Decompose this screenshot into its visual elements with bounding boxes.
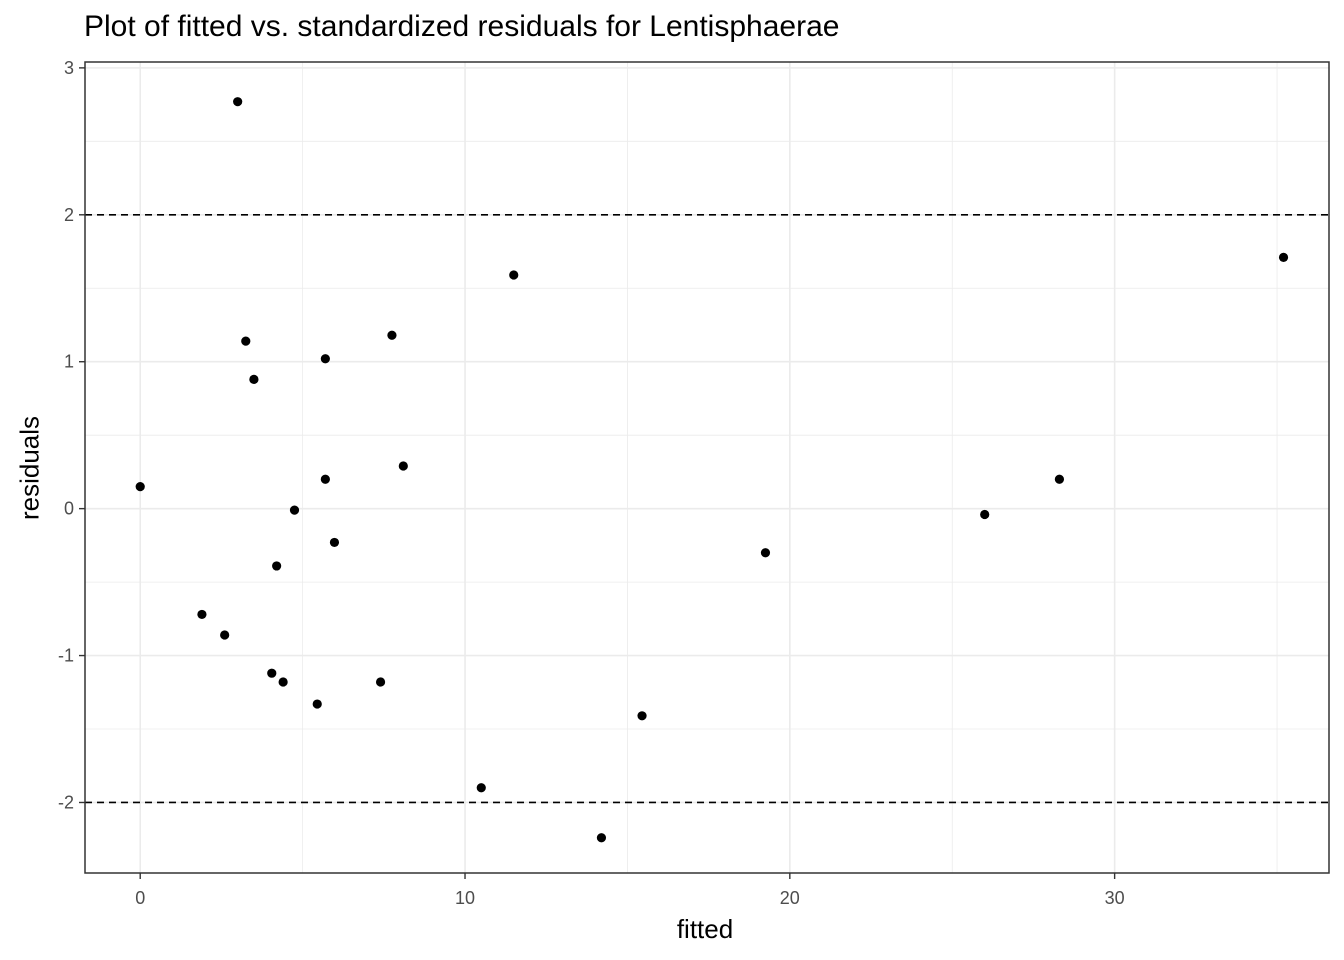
data-point — [320, 474, 330, 484]
x-axis-label: fitted — [676, 914, 734, 944]
y-tick-label: -2 — [58, 792, 74, 812]
data-point — [596, 833, 607, 843]
data-point — [1054, 474, 1065, 484]
data-point — [637, 711, 647, 721]
data-point — [476, 783, 486, 793]
data-point — [980, 509, 990, 520]
y-tick-label: 2 — [64, 205, 74, 225]
data-point — [329, 537, 340, 548]
data-point — [509, 270, 519, 280]
y-tick-label: -1 — [58, 646, 74, 666]
data-point — [249, 374, 259, 384]
x-tick-label: 10 — [455, 888, 475, 908]
data-point — [135, 481, 145, 492]
chart-title: Plot of fitted vs. standardized residual… — [84, 10, 840, 43]
data-points — [135, 97, 1289, 843]
data-point — [272, 561, 282, 571]
data-point — [320, 354, 330, 364]
major-grid — [85, 62, 1329, 873]
data-point — [387, 330, 397, 340]
data-point — [1278, 252, 1289, 263]
data-point — [312, 699, 322, 709]
data-point — [197, 609, 207, 620]
y-tick-label: 0 — [64, 499, 74, 519]
y-axis-ticks: -2 -1 0 1 2 3 — [58, 58, 85, 812]
reference-lines — [85, 213, 1329, 804]
data-point — [233, 97, 243, 107]
data-point — [267, 668, 277, 678]
data-point — [278, 677, 288, 687]
x-tick-label: 20 — [780, 888, 800, 908]
data-point — [398, 461, 408, 471]
data-point — [760, 548, 771, 558]
data-point — [220, 630, 230, 640]
data-point — [375, 677, 386, 687]
y-tick-label: 1 — [64, 352, 74, 372]
x-tick-label: 30 — [1105, 888, 1125, 908]
y-tick-label: 3 — [64, 58, 74, 78]
panel-border — [84, 61, 1330, 874]
minor-grid — [85, 62, 1329, 873]
x-axis-ticks: 0 10 20 30 — [135, 873, 1125, 908]
x-tick-label: 0 — [135, 888, 145, 908]
y-axis-label: residuals — [14, 415, 45, 521]
data-point — [241, 336, 251, 346]
data-point — [289, 505, 300, 515]
